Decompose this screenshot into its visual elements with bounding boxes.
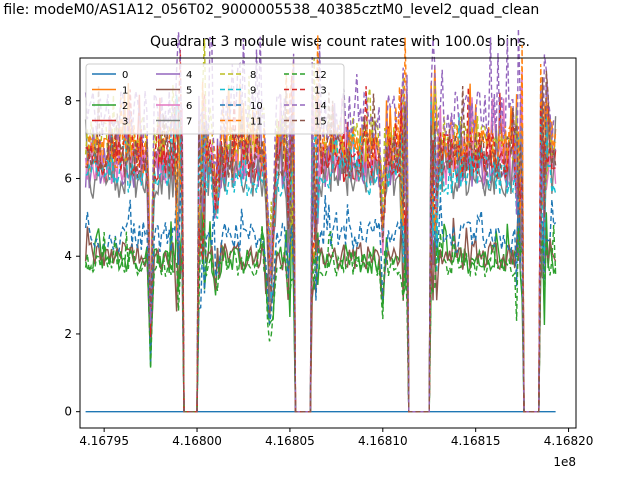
legend-label: 0 (122, 70, 128, 81)
y-tick-label: 2 (64, 327, 72, 341)
legend-label: 13 (314, 86, 327, 97)
legend-label: 10 (250, 101, 263, 112)
series-line (84, 101, 557, 413)
x-tick-label: 4.16815 (451, 434, 501, 448)
series-line (84, 218, 557, 413)
legend-label: 9 (250, 86, 256, 97)
axis-layer: 4.16795 4.16800 4.16805 4.16810 4.16815 4.168… (64, 94, 593, 448)
legend-label: 2 (122, 101, 128, 112)
legend-label: 14 (314, 101, 327, 112)
legend-label: 11 (250, 117, 263, 128)
plot-frame (79, 57, 577, 429)
x-tick-label: 4.16805 (265, 434, 315, 448)
legend-label: 1 (122, 86, 128, 97)
legend-label: 3 (122, 117, 128, 128)
series-line (84, 138, 557, 413)
x-tick-label: 4.16820 (544, 434, 594, 448)
y-tick-label: 6 (64, 171, 72, 185)
legend-label: 6 (186, 101, 192, 112)
x-tick-label: 4.16795 (79, 434, 129, 448)
legend-label: 4 (186, 70, 192, 81)
legend-label: 5 (186, 86, 192, 97)
legend-label: 8 (250, 70, 256, 81)
legend-label: 7 (186, 117, 192, 128)
legend-label: 15 (314, 117, 327, 128)
legend-box (85, 63, 345, 135)
y-tick-label: 8 (64, 94, 72, 108)
x-tick-label: 4.16810 (358, 434, 408, 448)
x-offset-label: 1e8 (553, 455, 576, 469)
x-tick-label: 4.16800 (172, 434, 222, 448)
y-tick-label: 4 (64, 249, 72, 263)
chart-title: Quadrant 3 module wise count rates with … (150, 34, 530, 50)
y-tick-label: 0 (64, 405, 72, 419)
figure-suptitle: n file: modeM0/AS1A12_056T02_9000005538_… (0, 2, 540, 18)
legend-label: 12 (314, 70, 327, 81)
